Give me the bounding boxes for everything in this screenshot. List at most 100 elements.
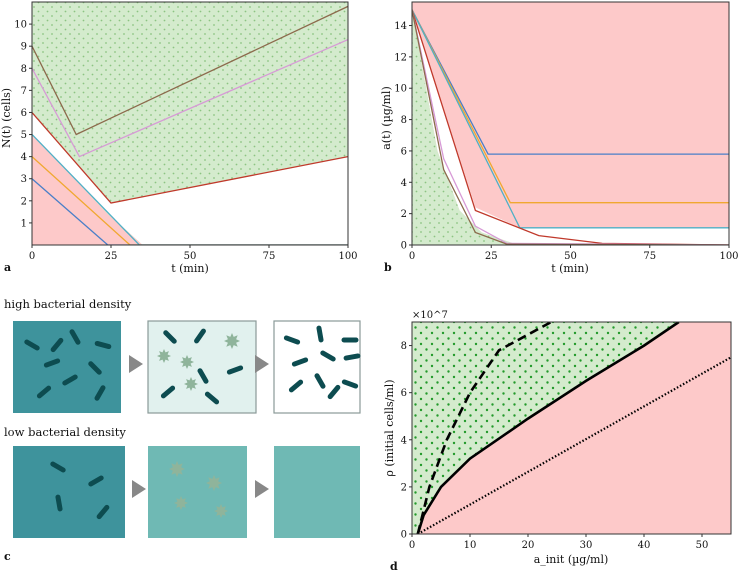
panel-a-x-label: t (min) (171, 262, 209, 275)
bacterium-icon (50, 337, 64, 353)
panel-b-y-label: a(t) (µg/ml) (380, 86, 393, 150)
panel-a-y-label: N(t) (cells) (0, 88, 13, 148)
x-tick-label: 100 (338, 251, 357, 262)
arrow-right-icon (255, 355, 269, 373)
y-tick-label: 6 (21, 108, 27, 119)
bacterium-icon (327, 384, 341, 400)
bacterium-icon (283, 335, 301, 345)
x-tick-label: 25 (105, 251, 118, 262)
y-tick-label: 6 (401, 388, 407, 399)
bacterium-icon (36, 385, 52, 399)
y-tick-label: 8 (401, 115, 407, 126)
low-density-label: low bacterial density (4, 425, 126, 439)
high-density-label: high bacterial density (4, 297, 132, 311)
panel-b-green-region (412, 9, 555, 245)
bacterium-icon (24, 339, 40, 351)
panel-d-solid-line (416, 322, 680, 534)
x-tick-label: 10 (464, 540, 477, 551)
bacterium-icon (94, 340, 112, 350)
panel-a-series-line (32, 39, 348, 158)
panel-a-chart: 0 25 50 75 100 1 2 3 4 5 6 7 8 9 10 t (min) N(t) (cel… (0, 1, 358, 275)
y-tick-label: 8 (401, 341, 407, 352)
bacterium-icon (226, 365, 244, 375)
low-box-middle (148, 446, 247, 538)
bacterium-icon (316, 325, 324, 343)
bacterium-icon (320, 350, 336, 362)
bacterium-icon (50, 461, 66, 473)
bacterium-icon (194, 328, 206, 344)
panel-b-series-line (412, 9, 729, 245)
y-tick-label: 7 (21, 86, 27, 97)
y-tick-label: 0 (401, 530, 407, 541)
bacterium-icon (343, 353, 361, 361)
y-tick-label: 10 (14, 20, 27, 31)
bacterium-icon (43, 358, 61, 368)
panel-a-letter: a (4, 261, 11, 274)
arrow-right-icon (129, 355, 143, 373)
x-tick-label: 100 (719, 251, 738, 262)
panel-d-multiplier: ×10^7 (412, 310, 448, 321)
y-tick-label: 4 (401, 178, 407, 189)
y-tick-label: 8 (21, 64, 27, 75)
bacterium-icon (62, 374, 78, 386)
bacterium-icon (314, 373, 326, 389)
low-box-final (274, 446, 360, 538)
dead-bacterium-icon (224, 333, 240, 349)
high-box-initial (13, 321, 121, 413)
panel-a-extinction-region (32, 134, 143, 245)
y-tick-label: 10 (394, 84, 407, 95)
x-tick-label: 0 (409, 251, 415, 262)
y-tick-label: 14 (394, 21, 407, 32)
low-box-initial (13, 446, 125, 538)
y-tick-label: 12 (394, 52, 407, 63)
dead-bacterium-icon (180, 355, 194, 369)
bacterium-icon (288, 379, 304, 393)
panel-b-series-line (412, 9, 729, 204)
panel-b-letter: b (384, 261, 392, 274)
dead-bacterium-icon (206, 475, 222, 491)
panel-d-letter: d (390, 560, 398, 572)
dead-bacterium-icon (174, 496, 188, 510)
panel-d-green-region (412, 322, 679, 534)
panel-c-letter: c (4, 550, 11, 563)
bacterium-icon (197, 368, 209, 384)
x-tick-label: 0 (409, 540, 415, 551)
x-tick-label: 75 (643, 251, 656, 262)
bacterium-icon (291, 357, 309, 367)
dead-bacterium-icon (169, 461, 185, 477)
arrow-right-icon (255, 480, 269, 498)
panel-d-frame (411, 321, 732, 535)
panel-a-series-line (32, 5, 348, 136)
arrow-right-icon (132, 480, 146, 498)
panel-d-dotted-line (417, 356, 731, 534)
y-tick-label: 2 (401, 482, 407, 493)
panel-d-dashed-line (416, 322, 552, 534)
bacterium-icon (160, 385, 176, 399)
x-tick-label: 0 (29, 251, 35, 262)
y-tick-label: 9 (21, 42, 27, 53)
bacterium-icon (88, 361, 102, 375)
y-tick-label: 3 (21, 174, 27, 185)
y-tick-label: 1 (21, 218, 27, 229)
y-tick-label: 2 (401, 209, 407, 220)
y-tick-label: 4 (401, 435, 407, 446)
y-tick-label: 5 (21, 130, 27, 141)
x-tick-label: 50 (696, 540, 709, 551)
panel-d-x-label: a_init (µg/ml) (534, 553, 609, 566)
dead-bacterium-icon (214, 504, 228, 518)
bacterium-icon (204, 391, 220, 405)
panel-a-series-line (32, 178, 348, 245)
x-tick-label: 25 (485, 251, 498, 262)
bacterium-icon (163, 330, 177, 344)
panel-a-white-band (32, 112, 348, 245)
y-tick-label: 0 (401, 241, 407, 252)
bacterium-icon (94, 385, 106, 401)
y-tick-label: 6 (401, 146, 407, 157)
dead-bacterium-icon (157, 349, 171, 363)
panel-b-series-line (412, 9, 729, 155)
x-tick-label: 50 (564, 251, 577, 262)
dead-bacterium-icon (184, 377, 198, 391)
bacterium-icon (55, 494, 63, 512)
bacterium-icon (341, 379, 359, 389)
